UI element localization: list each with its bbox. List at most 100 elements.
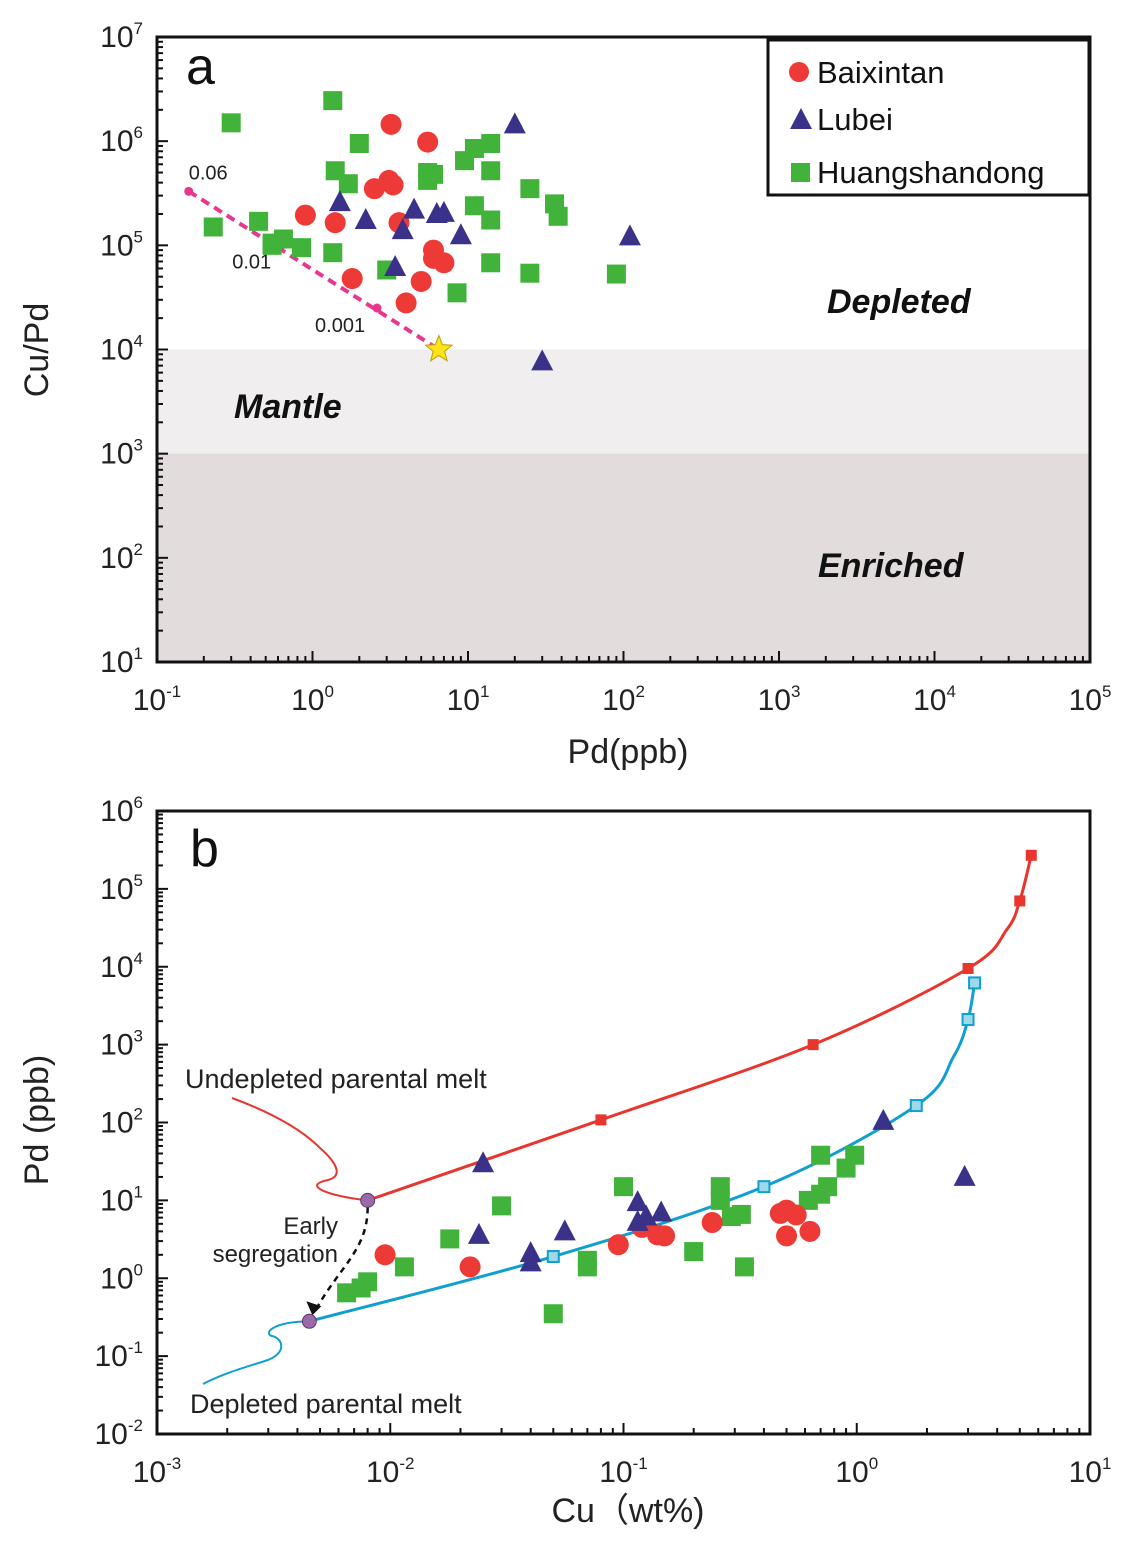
plot-frame-b [155, 809, 1092, 1436]
a-point-lubei [328, 190, 351, 212]
b-point-baixintan [799, 1220, 821, 1242]
tick-labels-a: 10-1 100 101 102 103 104 105 101 102 103 104 105 106… [100, 19, 1111, 717]
legend: Baixintan Lubei Huangshandong [766, 38, 1091, 197]
zone-label-depleted: Depleted [827, 283, 972, 321]
a-y-tick-label: 106 [100, 123, 143, 158]
a-y-tick-label: 105 [100, 227, 143, 262]
a-point-huangshandong [481, 210, 501, 230]
b-y-tick-label: 100 [100, 1260, 143, 1295]
curve-marker-undepleted [1025, 849, 1037, 861]
b-point-baixintan [785, 1204, 807, 1226]
a-y-tick-label: 103 [100, 436, 143, 471]
panel-label-b: b [190, 820, 219, 878]
a-point-lubei [503, 112, 526, 134]
a-x-tick-label: 10-1 [133, 682, 182, 717]
a-point-huangshandong [447, 283, 467, 303]
axis-ticks-b [156, 810, 1091, 1435]
b-point-lubei [650, 1200, 673, 1222]
b-point-huangshandong [710, 1190, 730, 1210]
a-point-huangshandong [418, 170, 438, 190]
b-point-lubei [467, 1222, 490, 1244]
b-point-lubei [953, 1164, 976, 1186]
b-point-lubei [626, 1190, 649, 1212]
a-y-tick-label: 107 [100, 19, 143, 54]
mixing-line-tick [184, 186, 194, 196]
a-point-baixintan [324, 212, 346, 234]
mixing-line-tick [372, 303, 382, 313]
curve-marker-depleted [757, 1180, 771, 1194]
a-point-huangshandong [221, 113, 241, 133]
a-point-lubei [618, 224, 641, 246]
b-point-huangshandong [337, 1283, 357, 1303]
a-point-lubei [354, 208, 377, 230]
a-point-huangshandong [481, 253, 501, 273]
a-point-lubei [432, 200, 455, 222]
x-axis-title-b: Cu（wt%) [551, 1492, 704, 1530]
b-point-huangshandong [358, 1272, 378, 1292]
annotations-b [301, 1192, 376, 1329]
b-point-huangshandong [577, 1257, 597, 1277]
a-point-huangshandong [520, 179, 540, 199]
y-axis-title-b: Pd (ppb) [18, 1055, 56, 1185]
mixing-line-path [187, 189, 440, 352]
melt-endpoint [301, 1313, 317, 1329]
b-y-tick-label: 106 [100, 793, 143, 828]
b-point-baixintan [654, 1225, 676, 1247]
b-point-lubei [872, 1108, 895, 1130]
b-y-tick-label: 102 [100, 1105, 143, 1140]
a-point-lubei [531, 349, 554, 371]
a-x-tick-label: 102 [602, 682, 645, 717]
annotation-segregation: segregation [213, 1241, 338, 1268]
mixing-line-label: 0.01 [232, 252, 271, 274]
a-point-baixintan [363, 178, 385, 200]
legend-marker-lubei [790, 108, 812, 129]
a-point-huangshandong [292, 238, 312, 258]
a-y-tick-label: 102 [100, 540, 143, 575]
a-point-huangshandong [323, 91, 343, 111]
x-axis-title-a: Pd(ppb) [568, 733, 689, 771]
curve-marker-undepleted [1014, 895, 1026, 907]
a-point-baixintan [395, 292, 417, 314]
b-point-huangshandong [684, 1242, 704, 1262]
melt-endpoint [360, 1192, 376, 1208]
a-point-huangshandong [455, 151, 475, 171]
a-point-huangshandong [481, 133, 501, 153]
curve-label-depleted: Depleted parental melt [190, 1389, 462, 1419]
a-x-tick-label: 100 [291, 682, 334, 717]
a-point-huangshandong [548, 206, 568, 226]
a-point-huangshandong [481, 161, 501, 181]
a-y-tick-label: 104 [100, 332, 143, 367]
a-x-tick-label: 105 [1069, 682, 1112, 717]
b-point-lubei [472, 1151, 495, 1173]
enriched-zone [157, 453, 1090, 662]
a-point-lubei [391, 218, 414, 240]
a-point-lubei [403, 197, 426, 219]
curve-marker-undepleted [595, 1114, 607, 1126]
b-point-baixintan [776, 1225, 798, 1247]
curve-marker-undepleted [962, 962, 974, 974]
zone-label-enriched: Enriched [818, 547, 965, 585]
mantle-zone [157, 349, 1090, 454]
data-points-a [203, 91, 641, 371]
primitive-mantle-star [424, 334, 454, 362]
a-point-huangshandong [323, 243, 343, 263]
curve-label-undepleted: Undepleted parental melt [185, 1064, 487, 1094]
a-point-baixintan [341, 268, 363, 290]
curve-marker-undepleted [807, 1039, 819, 1051]
b-point-lubei [519, 1250, 542, 1272]
b-point-baixintan [607, 1234, 629, 1256]
a-point-baixintan [380, 113, 402, 135]
b-point-huangshandong [543, 1304, 563, 1324]
b-point-lubei [553, 1219, 576, 1241]
b-point-huangshandong [614, 1177, 633, 1197]
segregation-arrow [313, 1207, 369, 1313]
legend-label-lubei: Lubei [817, 102, 893, 137]
b-x-tick-label: 10-1 [599, 1454, 648, 1489]
b-point-huangshandong [811, 1145, 831, 1165]
a-x-tick-label: 104 [913, 682, 956, 717]
b-point-huangshandong [811, 1184, 831, 1204]
a-x-tick-label: 103 [758, 682, 801, 717]
b-point-huangshandong [845, 1145, 865, 1165]
b-point-baixintan [701, 1211, 723, 1233]
